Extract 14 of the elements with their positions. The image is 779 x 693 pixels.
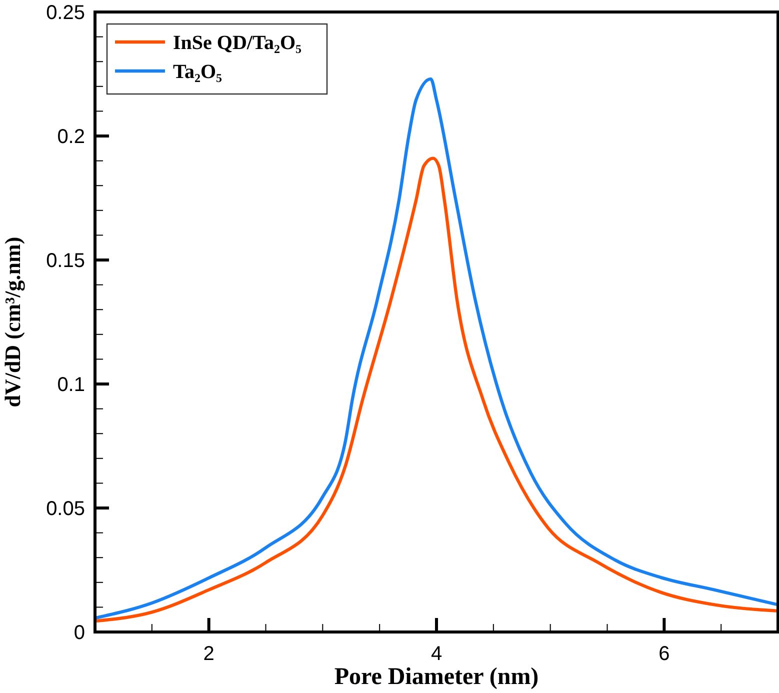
x-tick-label: 4 (430, 643, 442, 665)
x-axis-title: Pore Diameter (nm) (334, 664, 539, 690)
y-tick-label: 0.25 (46, 2, 85, 24)
y-tick-label: 0.15 (46, 250, 85, 272)
x-tick-label: 2 (203, 643, 214, 665)
line-series (95, 156, 778, 623)
legend-label: Ta₂O₅ (173, 61, 222, 83)
y-tick-label: 0.05 (46, 498, 85, 520)
y-tick-label: 0 (74, 622, 85, 644)
y-tick-label: 0.1 (57, 374, 85, 396)
y-axis-title: dV/dD (cm³/g.nm) (0, 236, 25, 408)
y-tick-label: 0.2 (57, 126, 85, 148)
x-tick-label: 6 (658, 643, 670, 665)
legend-label: InSe QD/Ta₂O₅ (173, 32, 302, 54)
